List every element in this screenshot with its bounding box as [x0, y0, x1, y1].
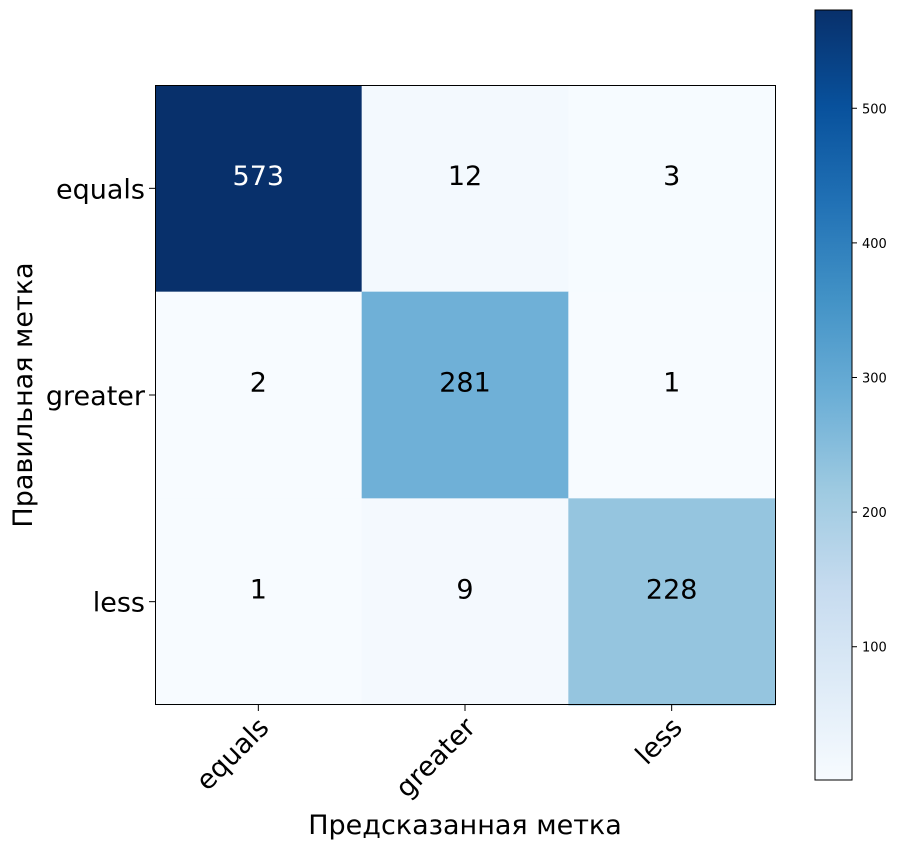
- colorbar-tick-label: 500: [862, 102, 887, 117]
- colorbar-ticks: 100 200 300 400 500: [852, 102, 887, 656]
- heatmap-cell: [155, 498, 363, 706]
- cell-value-label: 228: [646, 574, 698, 605]
- cell-value-label: 9: [456, 574, 473, 605]
- y-tick-label: equals: [56, 174, 145, 205]
- y-tick-label: greater: [46, 381, 146, 412]
- x-axis-label: Предсказанная метка: [308, 810, 622, 841]
- colorbar-tick-label: 100: [862, 641, 887, 656]
- y-axis-label: Правильная метка: [8, 262, 39, 527]
- heatmap-cell: [155, 291, 363, 499]
- y-axis-ticks: equals greater less: [46, 174, 155, 619]
- cell-value-label: 12: [448, 161, 482, 192]
- colorbar-tick-label: 400: [862, 237, 887, 252]
- heatmap-cells: [155, 85, 776, 706]
- heatmap-cell: [155, 85, 363, 293]
- x-tick-label: equals: [190, 712, 275, 797]
- colorbar-tick-label: 200: [862, 506, 887, 521]
- heatmap-cell: [568, 291, 776, 499]
- cell-value-label: 1: [250, 574, 267, 605]
- x-tick-label: greater: [390, 711, 483, 804]
- heatmap-cell: [568, 498, 776, 706]
- cell-value-label: 281: [439, 368, 491, 399]
- cell-value-labels: 573 12 3 2 281 1 1 9 228: [233, 161, 698, 605]
- heatmap-cell: [361, 291, 569, 499]
- cell-value-label: 573: [233, 161, 285, 192]
- x-tick-label: less: [630, 712, 689, 771]
- heatmap-cell: [361, 85, 569, 293]
- plot-frame: [155, 85, 776, 705]
- cell-value-label: 1: [663, 368, 680, 399]
- heatmap-cell: [361, 498, 569, 706]
- x-axis-ticks: equals greater less: [190, 705, 689, 804]
- colorbar-tick-label: 300: [862, 372, 887, 387]
- cell-value-label: 3: [663, 161, 680, 192]
- y-tick-label: less: [93, 588, 145, 619]
- heatmap-cell: [568, 85, 776, 293]
- cell-value-label: 2: [250, 368, 267, 399]
- colorbar: [814, 9, 853, 781]
